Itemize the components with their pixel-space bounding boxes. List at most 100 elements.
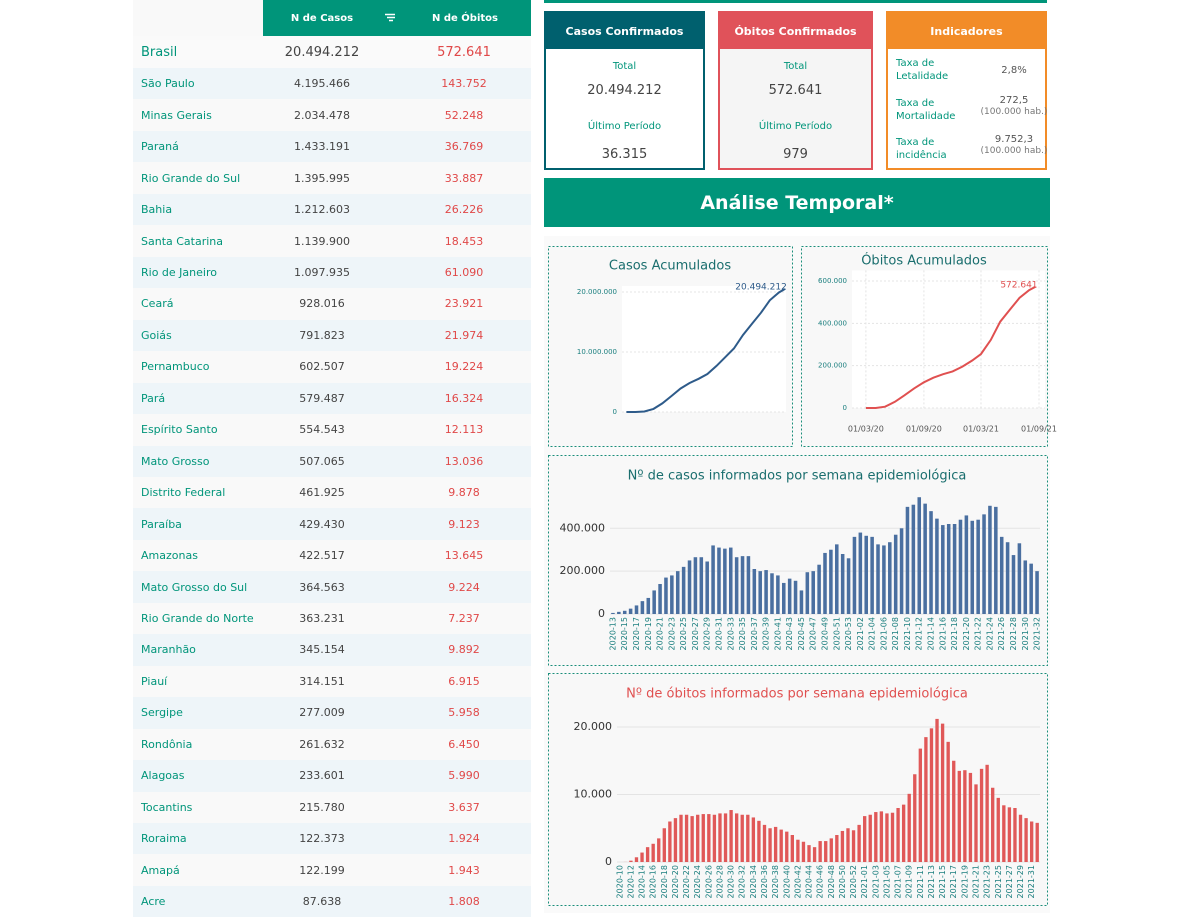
bar [776,575,780,614]
bar [1035,571,1039,614]
bar [791,835,794,862]
bar [741,815,744,862]
bar [1024,818,1027,862]
bar [870,537,874,614]
y-tick-label: 0 [613,408,617,416]
bar [802,842,805,862]
end-label: 572.641 [1000,280,1037,290]
bar [657,838,660,862]
bar [711,545,715,614]
bar [818,841,821,862]
bar [959,520,963,614]
bar [935,719,938,862]
bar [735,557,739,614]
bar [696,815,699,862]
y-tick-label: 200.000 [560,564,606,577]
x-tick-label: 2020-51 [832,617,841,650]
bar [718,813,721,862]
x-tick-label: 2020-42 [793,865,802,898]
bar [690,816,693,862]
bar [713,815,716,862]
x-tick-label: 2021-01 [860,865,869,898]
bar [1008,807,1011,862]
y-tick-label: 0 [598,607,605,620]
bar [1030,822,1033,863]
x-tick-label: 2020-48 [827,865,836,898]
bar [623,611,627,614]
x-tick-label: 2020-38 [771,865,780,898]
x-tick-label: 2021-15 [938,865,947,898]
x-tick-label: 2020-33 [726,617,735,650]
bar [888,542,892,614]
bar [1029,564,1033,614]
bar [947,524,951,614]
bar [747,556,751,614]
bar [729,548,733,614]
bar [741,556,745,614]
y-tick-label: 20.000.000 [577,288,617,296]
x-tick-label: 2020-44 [805,865,814,898]
bar [635,857,638,862]
x-tick-label: 2020-20 [671,865,680,898]
x-tick-label: 2021-24 [985,617,994,650]
x-tick-label: 2020-18 [660,865,669,898]
x-tick-label: 2021-03 [871,865,880,898]
bar [863,816,866,862]
x-tick-label: 2020-53 [844,617,853,650]
bar [941,525,945,614]
y-tick-label: 600.000 [818,277,847,285]
bar [705,562,709,615]
x-tick-label: 2021-21 [971,865,980,898]
bar [785,832,788,862]
bar [963,770,966,862]
x-tick-label: 2020-17 [632,617,641,650]
x-tick-label: 2020-30 [727,865,736,898]
x-tick-label: 2020-41 [773,617,782,650]
bar [629,609,633,614]
x-tick-label: 2020-13 [608,617,617,650]
bar [817,565,821,614]
bar [768,828,771,862]
bar [1002,805,1005,862]
bar [847,558,851,614]
x-tick-label: 2020-15 [620,617,629,650]
y-tick-label: 400.000 [560,521,606,534]
x-tick-label: 2021-04 [868,617,877,650]
bar [969,773,972,862]
bar [835,835,838,862]
x-tick-label: 2020-29 [703,617,712,650]
x-tick-label: 2021-08 [891,617,900,650]
x-tick-label: 2021-18 [950,617,959,650]
plot-area [622,286,786,412]
bar [746,815,749,862]
x-tick-label: 2021-22 [974,617,983,650]
bar [764,570,768,614]
bar [958,771,961,862]
x-tick-label: 2020-43 [785,617,794,650]
x-tick-label: 2021-09 [905,865,914,898]
bar [780,830,783,862]
bar [796,840,799,862]
bar [707,814,710,862]
bar [635,605,639,614]
bar [894,535,898,614]
bar [668,822,671,863]
x-tick-label: 2020-40 [782,865,791,898]
bar [846,828,849,862]
bar [869,815,872,862]
bar [941,724,944,862]
x-tick-label: 2020-28 [715,865,724,898]
bar [757,821,760,862]
x-tick-label: 2021-30 [1021,617,1030,650]
bar [1019,815,1022,862]
bar [1036,823,1039,862]
bar [880,811,883,862]
bar [717,548,721,614]
bar [908,794,911,862]
bar [930,728,933,862]
bar [688,560,692,614]
plot-area [852,270,1045,408]
bar [919,749,922,862]
bar [658,584,662,614]
x-tick-label: 2021-32 [1033,617,1042,650]
